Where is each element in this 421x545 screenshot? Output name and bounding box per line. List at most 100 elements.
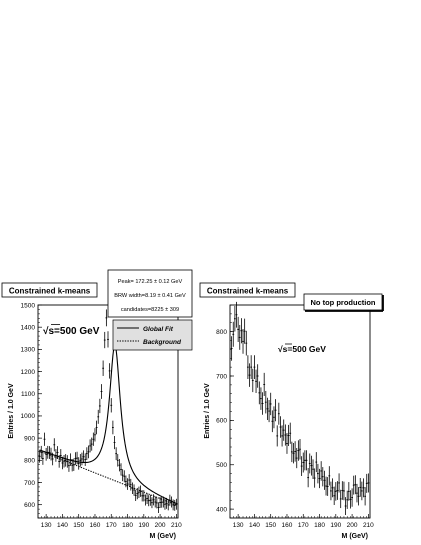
data-point	[41, 452, 44, 465]
data-point	[352, 475, 355, 495]
data-point	[85, 447, 88, 461]
data-point	[336, 481, 339, 500]
data-point	[240, 318, 243, 344]
data-point	[308, 453, 311, 474]
data-point	[269, 392, 272, 416]
data-point	[325, 476, 327, 496]
right-y-axis-label: Entries / 1.0 GeV	[204, 383, 211, 439]
y-tick-label: 600	[216, 418, 227, 425]
data-point	[317, 463, 319, 484]
x-tick-label: 190	[330, 522, 341, 529]
right-y-axis: 400 500 600 700 800	[216, 304, 234, 519]
data-point	[277, 402, 280, 425]
data-point	[354, 475, 357, 495]
x-tick-label: 140	[57, 522, 68, 529]
x-tick-label: 180	[122, 522, 133, 529]
data-point	[131, 482, 134, 495]
data-point	[263, 372, 266, 397]
data-point	[359, 477, 362, 497]
data-point	[279, 416, 282, 438]
data-point	[98, 398, 101, 414]
y-tick-label: 900	[24, 435, 35, 442]
data-point	[286, 433, 288, 454]
left-global-fit-curve	[39, 344, 178, 505]
data-point	[144, 494, 147, 506]
legend: Global Fit Background	[112, 319, 193, 351]
data-point	[56, 446, 59, 459]
data-point	[126, 478, 129, 490]
data-point	[76, 451, 78, 465]
data-point	[321, 467, 324, 487]
data-point	[268, 399, 270, 423]
data-point	[274, 399, 277, 422]
data-point	[313, 468, 316, 488]
data-point	[232, 321, 235, 347]
data-point	[260, 387, 262, 410]
data-point	[341, 481, 344, 500]
data-point	[128, 474, 131, 486]
x-tick-label: 210	[171, 522, 182, 529]
data-point	[266, 397, 269, 420]
data-point	[331, 478, 334, 498]
data-point	[89, 439, 91, 453]
data-point	[133, 484, 135, 496]
right-title-box	[199, 282, 296, 298]
x-tick-label: 170	[106, 522, 117, 529]
data-point	[77, 457, 80, 470]
data-point	[238, 324, 241, 350]
x-tick-label: 200	[347, 522, 358, 529]
data-point	[102, 360, 105, 376]
data-point	[310, 455, 313, 476]
data-point	[357, 487, 360, 506]
left-sqrt-sign: √	[43, 326, 49, 337]
data-point	[338, 473, 340, 493]
data-point	[365, 473, 368, 493]
data-point	[315, 452, 318, 473]
data-point	[343, 481, 345, 501]
data-point	[53, 438, 56, 452]
data-point	[250, 355, 253, 380]
y-tick-label: 1500	[21, 302, 36, 309]
left-y-axis-label: Entries / 1.0 GeV	[8, 383, 15, 439]
stats-candidates: candidates=8225 ± 309	[121, 307, 179, 313]
data-point	[90, 437, 93, 451]
x-tick-label: 130	[41, 522, 52, 529]
data-point	[74, 452, 77, 465]
data-point	[164, 498, 166, 510]
data-point	[139, 485, 142, 497]
y-tick-label: 800	[216, 329, 227, 336]
data-point	[123, 470, 126, 483]
y-tick-label: 500	[216, 462, 227, 469]
data-point	[356, 483, 358, 503]
y-tick-label: 1400	[21, 324, 36, 331]
data-point	[159, 496, 161, 508]
data-point	[334, 482, 337, 501]
data-point	[43, 432, 46, 446]
data-point	[110, 398, 113, 413]
data-point	[312, 459, 314, 480]
subtitle-frame	[303, 293, 383, 311]
x-tick-label: 130	[233, 522, 244, 529]
data-point	[82, 450, 85, 464]
data-point	[105, 309, 108, 327]
data-point	[108, 363, 111, 379]
data-point	[149, 494, 152, 506]
data-point	[330, 481, 332, 501]
data-point	[165, 497, 168, 509]
left-sqrt-s-annotation: √s=500 GeV	[43, 326, 100, 337]
y-tick-label: 600	[24, 502, 35, 509]
data-point	[251, 368, 254, 393]
y-tick-label: 1200	[21, 369, 36, 376]
y-tick-label: 800	[24, 458, 35, 465]
data-point	[237, 316, 240, 342]
data-point	[64, 454, 67, 467]
data-point	[349, 490, 352, 509]
data-point	[103, 331, 106, 349]
right-energy-text: s=500 GeV	[283, 344, 327, 354]
data-point	[364, 487, 367, 506]
data-point	[151, 497, 153, 509]
data-point	[290, 441, 293, 463]
data-point	[100, 384, 103, 399]
data-point	[172, 499, 175, 511]
data-point	[160, 496, 163, 508]
